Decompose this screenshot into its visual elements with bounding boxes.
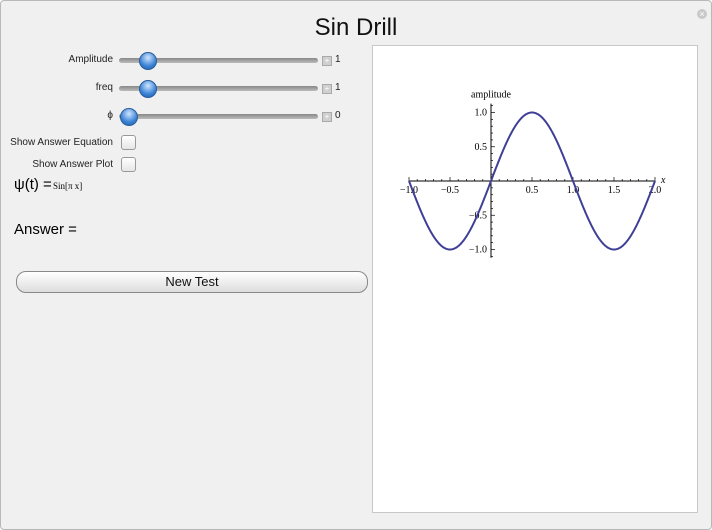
slider-value: 0	[335, 110, 341, 121]
equation-lhs: ψ(t) =	[14, 176, 52, 193]
phase-slider[interactable]	[119, 114, 318, 119]
new-test-button[interactable]: New Test	[16, 271, 368, 293]
slider-label: freq	[95, 82, 113, 93]
y-axis-label: amplitude	[471, 90, 512, 101]
slider-thumb[interactable]	[139, 52, 157, 70]
show-answer-equation-checkbox[interactable]	[121, 135, 136, 150]
show-answer-plot-label: Show Answer Plot	[32, 159, 113, 170]
page-title: Sin Drill	[314, 14, 398, 41]
amplitude-slider[interactable]	[119, 58, 318, 63]
show-answer-plot-checkbox[interactable]	[121, 157, 136, 172]
slider-value: 1	[335, 82, 341, 93]
expand-plus-icon[interactable]: +	[322, 112, 332, 122]
slider-label: Amplitude	[68, 54, 113, 65]
sin-plot: −1.0 −0.5 0.5 1.0 1.5 2.01.00.5−0.5−1.0amplit…	[400, 90, 666, 258]
equation-rhs: Sin[π x]	[53, 181, 83, 191]
x-tick-label: −1.0	[400, 185, 418, 196]
slider-thumb[interactable]	[139, 80, 157, 98]
x-tick-label: 2.0	[649, 185, 662, 196]
slider-label: ϕ	[107, 110, 113, 121]
y-tick-label: 0.5	[475, 142, 488, 153]
sin-curve	[408, 111, 656, 251]
slider-value: 1	[335, 54, 341, 65]
expand-plus-icon[interactable]: +	[322, 84, 332, 94]
x-tick-label: 0.5	[526, 185, 539, 196]
plot-panel: −1.0 −0.5 0.5 1.0 1.5 2.0 1.0 0.5 −0.5 −1.0 amplit…	[372, 45, 698, 513]
x-tick-label: 1.0	[567, 185, 580, 196]
x-tick-label: 1.5	[608, 185, 621, 196]
y-tick-label: −1.0	[469, 245, 487, 256]
slider-thumb[interactable]	[120, 108, 138, 126]
answer-label: Answer =	[14, 221, 77, 238]
x-axis-label: x	[660, 175, 666, 186]
expand-plus-icon[interactable]: +	[322, 56, 332, 66]
freq-slider[interactable]	[119, 86, 318, 91]
close-icon[interactable]: ×	[697, 9, 707, 19]
show-answer-equation-label: Show Answer Equation	[10, 137, 113, 148]
x-tick-label: −0.5	[441, 185, 459, 196]
y-tick-label: 1.0	[475, 108, 488, 119]
